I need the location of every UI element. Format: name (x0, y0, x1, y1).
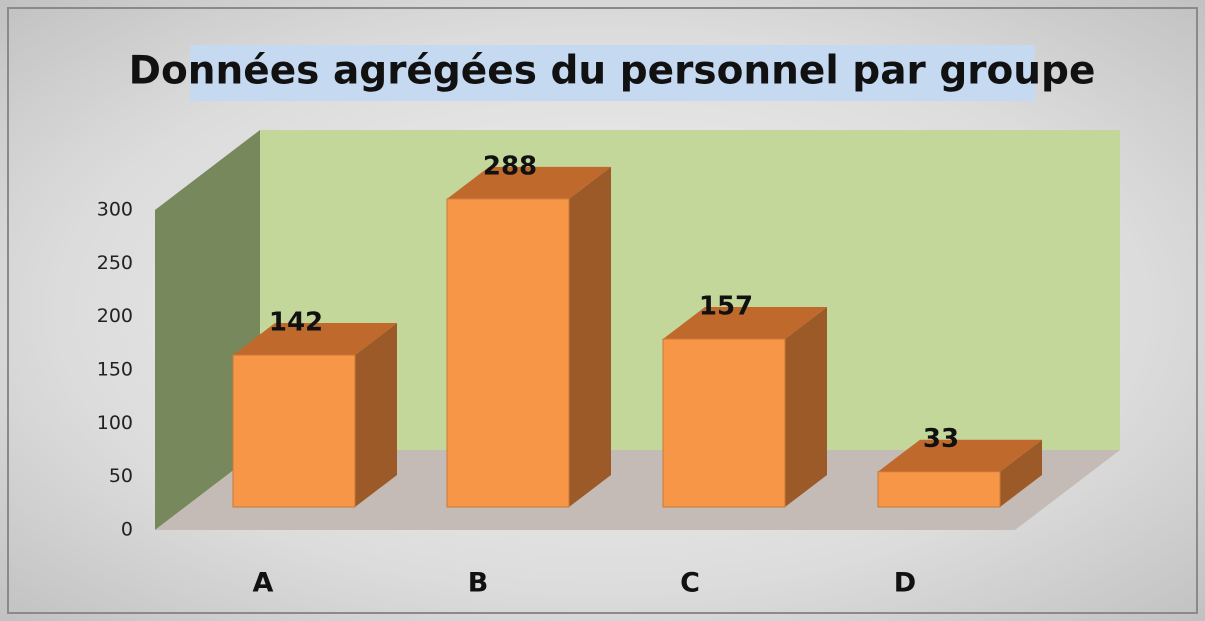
y-tick-label: 0 (121, 519, 133, 541)
bar (446, 198, 570, 508)
frame (7, 7, 1198, 614)
bar-top (663, 307, 827, 340)
y-tick-label: 50 (109, 465, 133, 487)
bar-side (785, 307, 827, 507)
y-tick-label: 200 (97, 305, 133, 327)
bar-top (878, 439, 1042, 472)
data-label: 157 (699, 292, 753, 322)
y-tick-label: 250 (97, 252, 133, 274)
data-label: 142 (269, 308, 323, 338)
bar (662, 338, 786, 508)
x-tick-label: D (894, 568, 916, 599)
bar-side (1000, 439, 1042, 507)
bar (232, 354, 356, 508)
x-tick-label: C (680, 568, 700, 599)
bar-side (569, 166, 611, 507)
bar (877, 471, 1001, 508)
bar-top (233, 323, 397, 356)
y-tick-label: 300 (97, 199, 133, 221)
y-tick-label: 100 (97, 412, 133, 434)
title-box (190, 45, 1035, 101)
bar-side (355, 323, 397, 507)
x-tick-label: A (253, 568, 274, 599)
data-label: 33 (923, 424, 959, 454)
x-tick-label: B (468, 568, 489, 599)
data-label: 288 (483, 151, 537, 181)
chart-title: Données agrégées du personnel par groupe (129, 49, 1096, 94)
bar-top (447, 166, 611, 199)
y-tick-label: 150 (97, 359, 133, 381)
